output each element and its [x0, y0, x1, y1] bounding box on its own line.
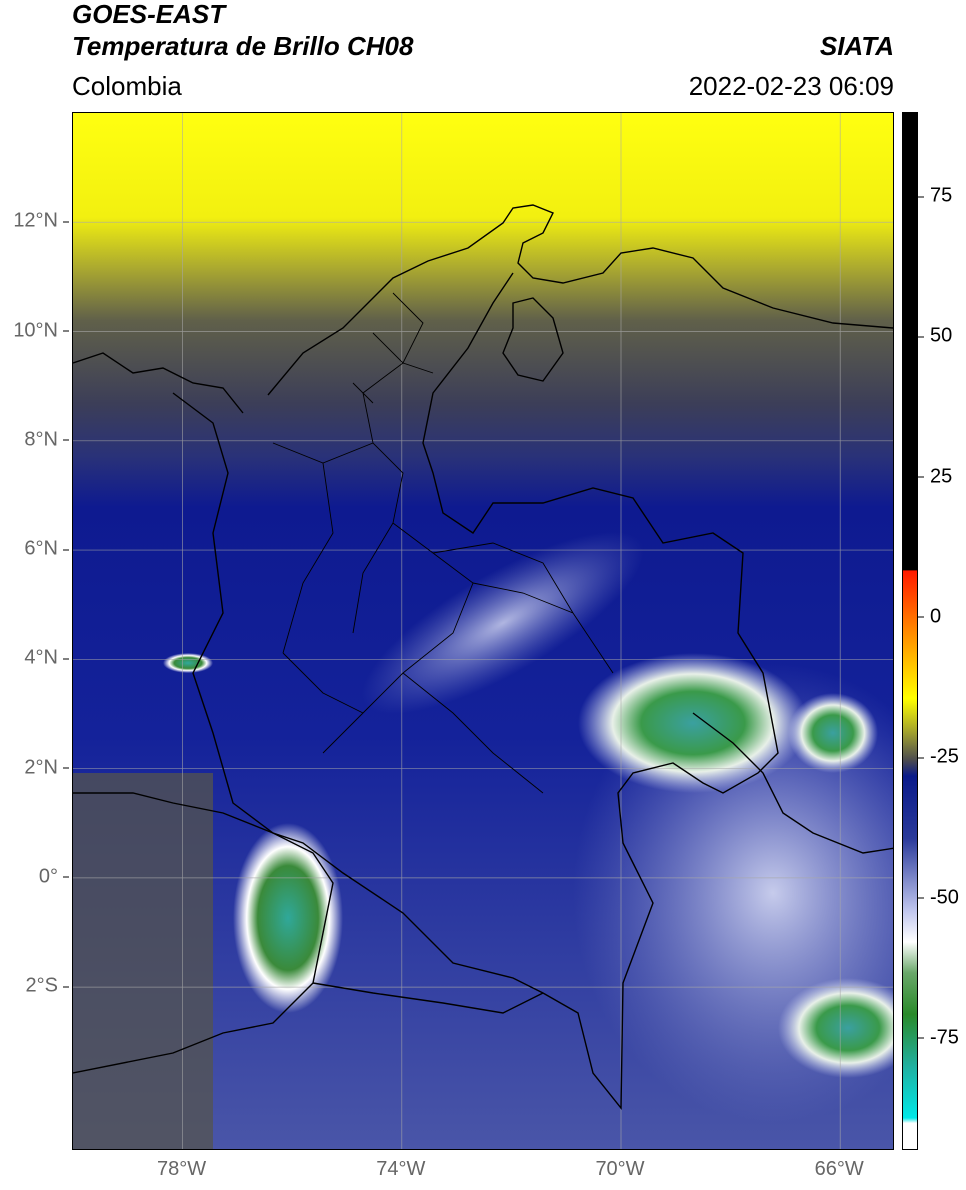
satellite-map [72, 112, 894, 1150]
product-title: Temperatura de Brillo CH08 [72, 31, 414, 61]
peru-border [312, 982, 544, 1014]
latitude-label: 2°N [0, 756, 69, 779]
caribbean-coastline [267, 204, 893, 396]
longitude-label: 78°W [157, 1158, 207, 1180]
colombia-border [172, 272, 779, 1110]
colorbar-label: 50 [917, 324, 953, 347]
ecuador-border [73, 792, 334, 1074]
latitude-label: 2°S [0, 975, 69, 998]
convective-cloud-southeast [778, 978, 893, 1078]
latitude-label: 6°N [0, 538, 69, 561]
small-cloud-pacific [163, 653, 213, 673]
colorbar-label: -25 [918, 745, 959, 768]
white-haze-band [362, 532, 644, 714]
colorbar-label: 0 [917, 605, 942, 628]
colorbar-label: -75 [918, 1026, 959, 1049]
longitude-label: 74°W [376, 1158, 426, 1180]
longitude-label: 70°W [595, 1158, 645, 1180]
colorbar-label: -50 [918, 886, 959, 908]
longitude-label: 66°W [814, 1158, 864, 1180]
convective-cloud-far-east [788, 693, 878, 773]
map-gridlines [73, 113, 893, 1149]
region-label: Colombia [72, 71, 182, 101]
latitude-label: 4°N [0, 647, 69, 670]
country-borders [73, 204, 893, 1110]
lake-maracaibo [502, 297, 564, 382]
organization-label: SIATA [819, 31, 894, 61]
panama-coast [73, 352, 244, 414]
colorbar [902, 112, 918, 1150]
convective-cloud-southwest [233, 823, 343, 1013]
timestamp-label: 2022-02-23 06:09 [688, 71, 894, 101]
latitude-label: 12°N [0, 210, 69, 233]
colorbar-gradient [903, 113, 917, 1149]
convective-cloud-east [578, 653, 808, 793]
brazil-venezuela-border [692, 712, 893, 854]
colorbar-label: 75 [917, 184, 953, 207]
latitude-label: 8°N [0, 428, 69, 451]
latitude-label: 10°N [0, 319, 69, 342]
latitude-label: 0° [0, 865, 69, 888]
pacific-olive-region [73, 773, 213, 1149]
colorbar-label: 25 [917, 465, 953, 488]
internal-departments [272, 292, 614, 794]
satellite-title: GOES-EAST [72, 0, 226, 29]
